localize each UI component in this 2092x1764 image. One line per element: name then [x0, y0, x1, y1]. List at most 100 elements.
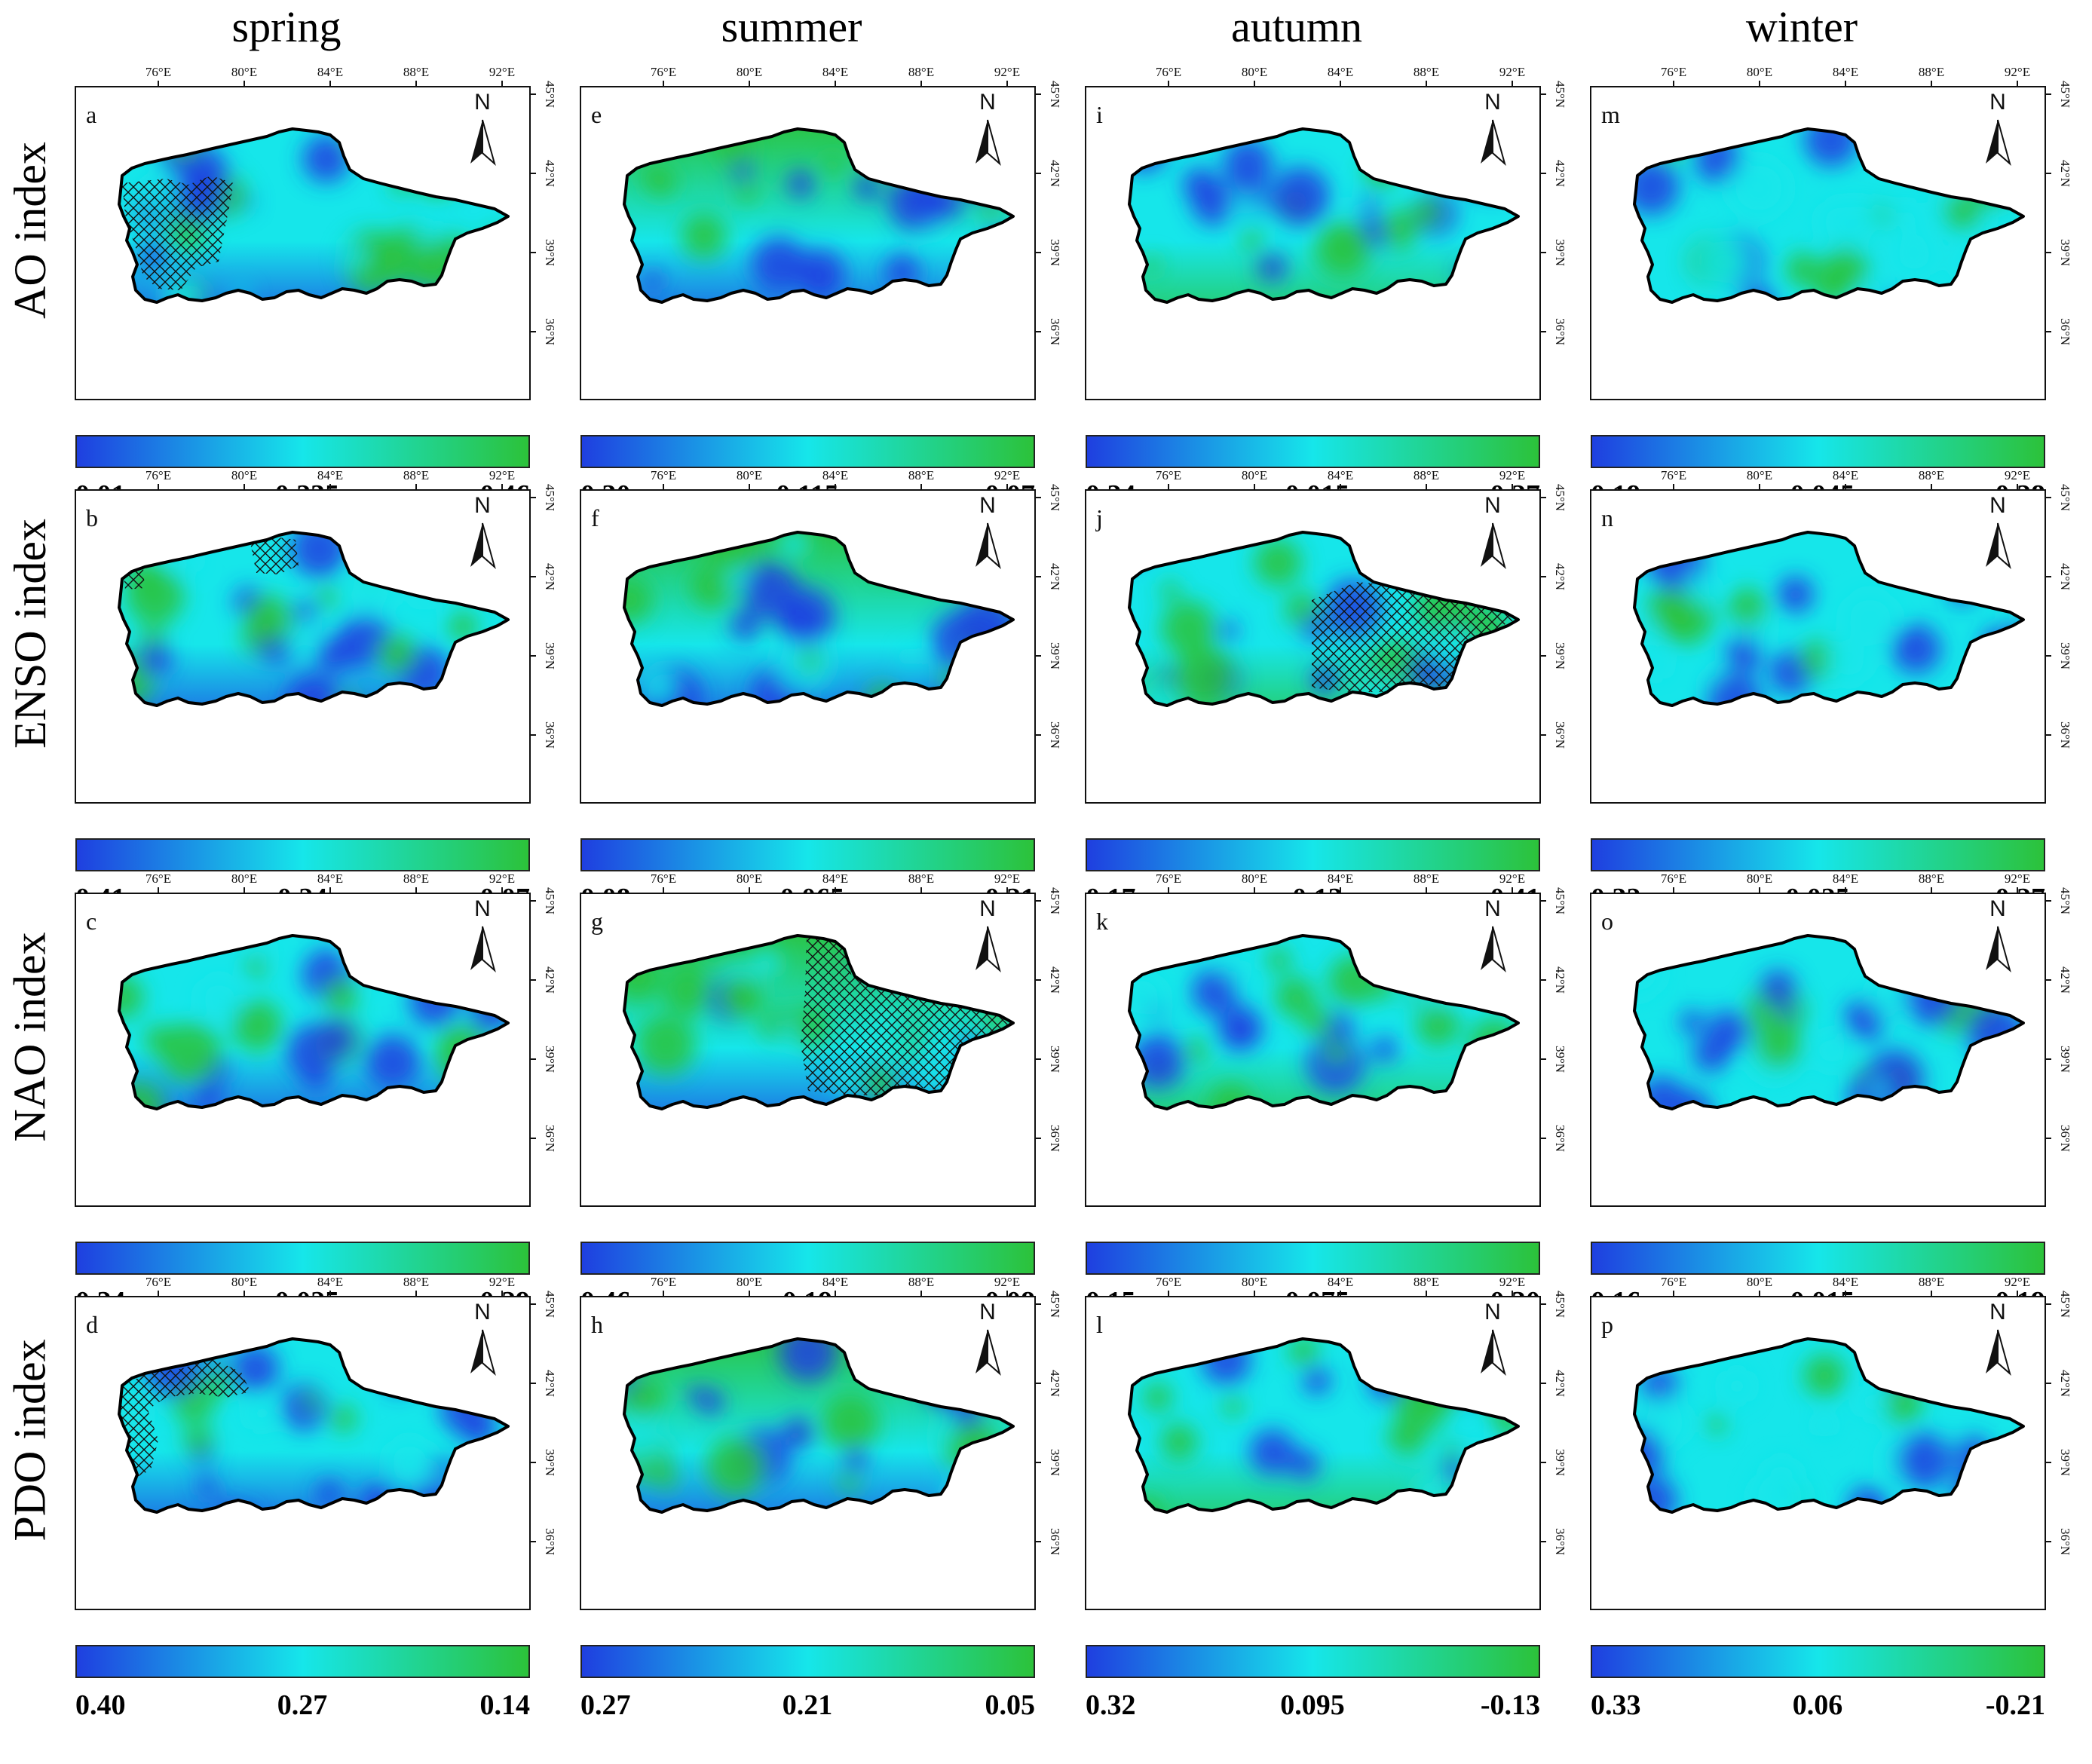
- colorbar-min-label: 0.40: [75, 1689, 126, 1721]
- lon-tick-label: 88°E: [908, 65, 934, 79]
- map-k: 76°E 80°E 84°E 88°E 92°E 45°N 42°N 39°N 36°N k N: [1085, 871, 1567, 1207]
- lon-tick-label: 88°E: [1414, 1275, 1439, 1289]
- lat-tick-label: 45°N: [1048, 81, 1062, 108]
- lon-tick-label: 92°E: [1499, 468, 1525, 482]
- study-region: [624, 532, 1013, 706]
- region-border: [623, 934, 1015, 1110]
- lat-tick-label: 45°N: [2058, 1291, 2072, 1318]
- lat-tick-label: 36°N: [1553, 1528, 1567, 1555]
- lon-tick-label: 84°E: [1833, 871, 1858, 886]
- panel-letter: p: [1601, 1311, 1613, 1338]
- lon-tick-label: 84°E: [317, 468, 343, 482]
- lon-tick-label: 80°E: [737, 1275, 762, 1289]
- lon-tick-label: 80°E: [1242, 871, 1267, 886]
- lat-tick-label: 45°N: [2058, 484, 2072, 511]
- lon-tick-label: 80°E: [1747, 65, 1772, 79]
- lon-tick-label: 92°E: [2005, 871, 2030, 886]
- lon-tick-label: 80°E: [1747, 871, 1772, 886]
- lat-tick-label: 45°N: [1553, 1291, 1567, 1318]
- svg-text:N: N: [474, 1300, 491, 1325]
- lon-tick-label: 80°E: [737, 468, 762, 482]
- panel-a: 76°E80°E84°E88°E92°E45°N42°N39°N36°NaN0.…: [45, 57, 557, 554]
- region-border: [1633, 934, 2025, 1110]
- north-arrow-icon: N: [1986, 493, 2011, 569]
- lon-tick-label: 76°E: [1661, 468, 1686, 482]
- lat-tick-label: 36°N: [1048, 318, 1062, 345]
- lat-tick-label: 45°N: [1048, 484, 1062, 511]
- panel-letter: d: [86, 1311, 98, 1338]
- colorbar: [1591, 435, 2045, 468]
- region-border: [1633, 1337, 2025, 1514]
- lon-tick-label: 88°E: [403, 871, 429, 886]
- region-border: [1128, 934, 1520, 1110]
- colorbar-max-label: 0.14: [479, 1689, 531, 1721]
- lat-tick-label: 42°N: [1048, 563, 1062, 590]
- panel-letter: c: [86, 908, 96, 935]
- colorbar: [580, 1242, 1035, 1275]
- lon-tick-label: 92°E: [1499, 871, 1525, 886]
- map-b: 76°E 80°E 84°E 88°E 92°E 45°N 42°N 39°N 36°N b N: [75, 468, 557, 804]
- lon-tick-label: 76°E: [145, 871, 171, 886]
- lon-tick-label: 88°E: [1919, 468, 1944, 482]
- lon-tick-label: 76°E: [1661, 1275, 1686, 1289]
- lon-tick-label: 92°E: [994, 468, 1020, 482]
- lat-tick-label: 42°N: [543, 563, 557, 590]
- panel-c: 76°E80°E84°E88°E92°E45°N42°N39°N36°NcN0.…: [45, 863, 557, 1361]
- lat-tick-label: 39°N: [1048, 1046, 1062, 1073]
- colorbar: [1086, 838, 1540, 871]
- lat-tick-label: 42°N: [2058, 1370, 2072, 1397]
- north-arrow-icon: N: [1481, 896, 1506, 972]
- lon-tick-label: 88°E: [908, 871, 934, 886]
- lat-tick-label: 42°N: [543, 1370, 557, 1397]
- panel-k: 76°E80°E84°E88°E92°E45°N42°N39°N36°NkN0.…: [1055, 863, 1567, 1361]
- panel-f: 76°E80°E84°E88°E92°E45°N42°N39°N36°NfN0.…: [550, 460, 1062, 957]
- map-f: 76°E 80°E 84°E 88°E 92°E 45°N 42°N 39°N 36°N f N: [580, 468, 1062, 804]
- lat-tick-label: 36°N: [1553, 721, 1567, 749]
- lat-tick-label: 36°N: [1553, 318, 1567, 345]
- lat-tick-label: 45°N: [1048, 887, 1062, 914]
- map-o: 76°E 80°E 84°E 88°E 92°E 45°N 42°N 39°N 36°N o N: [1590, 871, 2072, 1207]
- region-border: [118, 127, 510, 304]
- lon-tick-label: 92°E: [994, 1275, 1020, 1289]
- map-n: 76°E 80°E 84°E 88°E 92°E 45°N 42°N 39°N 36°N n N: [1590, 468, 2072, 804]
- lon-tick-label: 84°E: [317, 871, 343, 886]
- significance-hatch: [801, 936, 1013, 1095]
- region-border: [118, 1337, 510, 1514]
- lon-tick-label: 80°E: [231, 65, 257, 79]
- lat-tick-label: 45°N: [1553, 887, 1567, 914]
- lon-tick-label: 84°E: [1328, 871, 1353, 886]
- lat-tick-label: 36°N: [2058, 1528, 2072, 1555]
- lon-tick-label: 80°E: [231, 871, 257, 886]
- colorbar: [1086, 1645, 1540, 1678]
- lat-tick-label: 45°N: [543, 484, 557, 511]
- lat-tick-label: 42°N: [2058, 563, 2072, 590]
- lon-tick-label: 92°E: [1499, 65, 1525, 79]
- lon-tick-label: 88°E: [403, 65, 429, 79]
- significance-hatch: [124, 537, 299, 590]
- lat-tick-label: 39°N: [2058, 239, 2072, 266]
- lat-tick-label: 42°N: [1048, 1370, 1062, 1397]
- lon-tick-label: 88°E: [1414, 871, 1439, 886]
- map-i: 76°E 80°E 84°E 88°E 92°E 45°N 42°N 39°N 36°N i N: [1085, 65, 1567, 400]
- lon-tick-label: 84°E: [1328, 1275, 1353, 1289]
- panel-letter: n: [1601, 504, 1613, 531]
- panel-letter: b: [86, 504, 98, 531]
- lat-tick-label: 42°N: [1048, 160, 1062, 187]
- north-arrow-icon: N: [1986, 1300, 2011, 1376]
- colorbar: [1086, 435, 1540, 468]
- colorbar: [1591, 1242, 2045, 1275]
- lat-tick-label: 39°N: [2058, 1449, 2072, 1476]
- svg-text:N: N: [1989, 1300, 2006, 1325]
- lat-tick-label: 42°N: [1553, 966, 1567, 994]
- panel-m: 76°E80°E84°E88°E92°E45°N42°N39°N36°NmN0.…: [1561, 57, 2072, 554]
- colorbar-max-label: -0.13: [1480, 1689, 1540, 1721]
- lon-tick-label: 84°E: [1833, 1275, 1858, 1289]
- svg-text:N: N: [474, 493, 491, 518]
- lon-tick-label: 76°E: [651, 65, 676, 79]
- lon-tick-label: 84°E: [1833, 65, 1858, 79]
- region-border: [1128, 1337, 1520, 1514]
- lat-tick-label: 42°N: [543, 160, 557, 187]
- lat-tick-label: 42°N: [1553, 1370, 1567, 1397]
- lon-tick-label: 76°E: [651, 468, 676, 482]
- north-arrow-icon: N: [976, 1300, 1001, 1376]
